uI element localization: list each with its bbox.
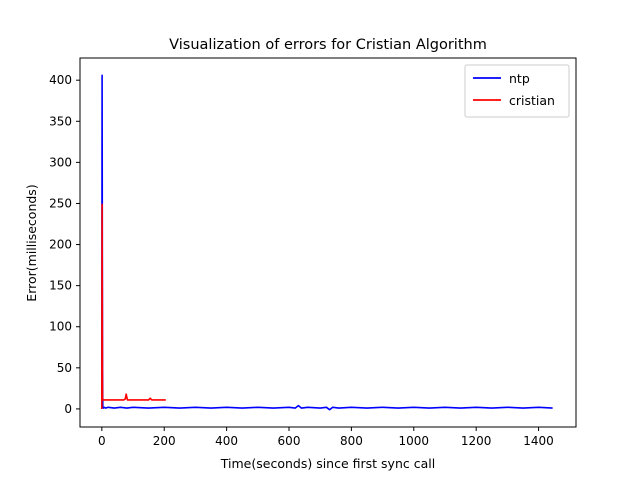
y-tick-label: 200: [49, 238, 72, 252]
y-axis-label: Error(milliseconds): [24, 184, 39, 301]
series-layer: [101, 74, 553, 411]
plot-background: [80, 58, 576, 427]
y-tick-label: 0: [64, 402, 72, 416]
y-tick-label: 350: [49, 114, 72, 128]
y-tick-label: 400: [49, 73, 72, 87]
y-tick-label: 150: [49, 279, 72, 293]
plot-frame: [79, 57, 577, 428]
y-tick-label: 50: [57, 361, 72, 375]
x-axis-label: Time(seconds) since first sync call: [220, 456, 435, 471]
y-tick-label: 100: [49, 320, 72, 334]
legend: ntp cristian: [464, 64, 570, 118]
x-tick-label: 200: [153, 434, 176, 448]
x-tick-label: 600: [278, 434, 301, 448]
x-tick-label: 800: [340, 434, 363, 448]
x-tick-label: 1200: [461, 434, 492, 448]
y-tick-label: 300: [49, 155, 72, 169]
y-tick-label: 250: [49, 196, 72, 210]
x-tick-label: 1400: [523, 434, 554, 448]
legend-label-ntp: ntp: [509, 71, 530, 86]
legend-label-cristian: cristian: [509, 93, 555, 108]
chart-title: Visualization of errors for Cristian Alg…: [169, 37, 487, 53]
y-axis-ticks: 0 50 100 150 200 250 300 350 400: [49, 73, 80, 416]
series-line-ntp: [101, 74, 553, 411]
x-axis-ticks: 0 200 400 600 800 1000 1200 1400: [98, 427, 554, 448]
series-line-cristian: [101, 203, 166, 409]
x-tick-label: 0: [98, 434, 106, 448]
x-tick-label: 1000: [399, 434, 430, 448]
x-tick-label: 400: [215, 434, 238, 448]
